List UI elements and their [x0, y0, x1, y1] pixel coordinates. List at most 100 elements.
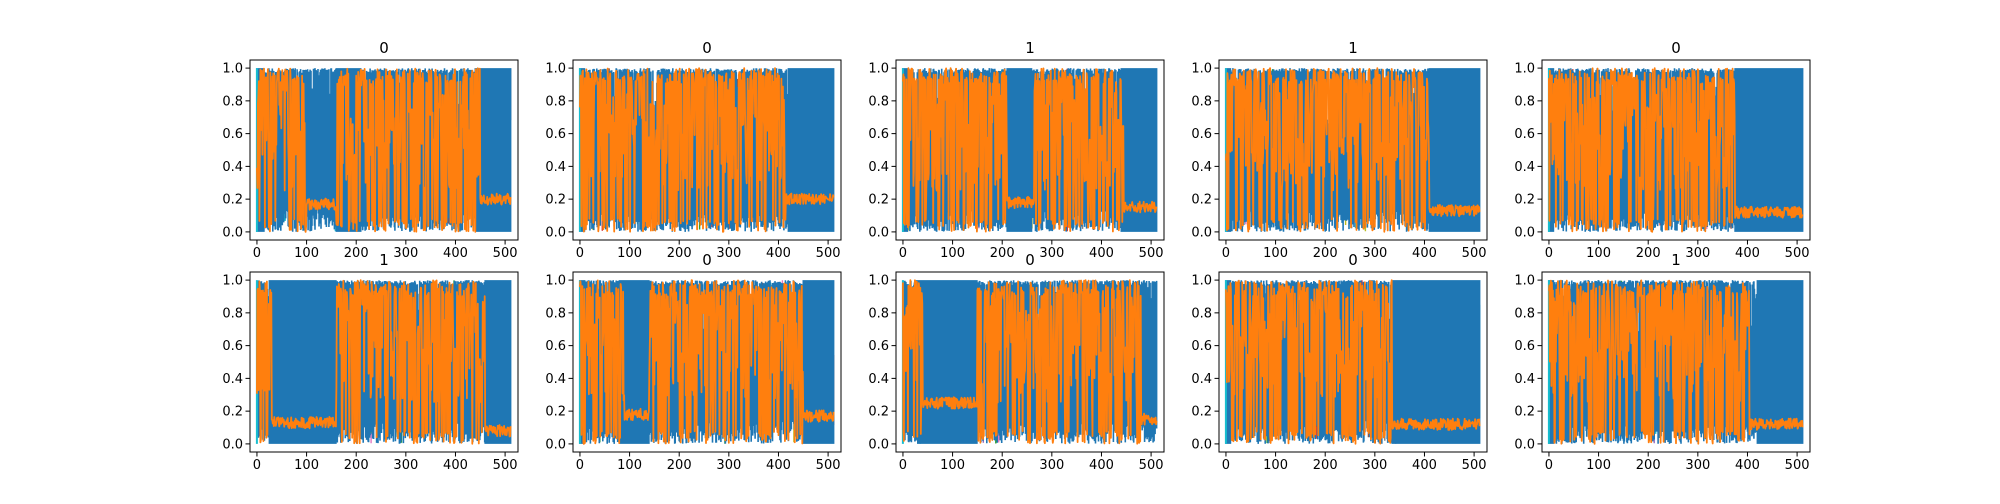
- subplot-5: 0 100 200 300 400 500 0.0 0.2 0.4 0.6 0.8 1.0 0: [1514, 39, 1811, 261]
- subplot-title: 1: [1348, 39, 1358, 57]
- y-tick-label: 0.2: [1191, 405, 1212, 420]
- x-tick-label: 200: [1636, 246, 1661, 261]
- y-tick-label: 0.2: [868, 193, 889, 208]
- series-orange-line: [1225, 67, 1481, 233]
- x-tick-label: 500: [1139, 246, 1164, 261]
- subplot-title: 1: [379, 251, 389, 269]
- axes-frame: [1218, 271, 1488, 453]
- series-orange-line: [902, 67, 1158, 233]
- y-tick-label: 0.8: [868, 94, 889, 109]
- y-tick-label: 0.6: [545, 339, 566, 354]
- y-tick-label: 0.4: [222, 372, 243, 387]
- subplot-title: 0: [1348, 251, 1358, 269]
- series-orange-line: [1548, 67, 1804, 233]
- axes-frame: [1218, 59, 1488, 241]
- x-tick-label: 200: [1313, 246, 1338, 261]
- x-tick-label: 400: [1735, 458, 1760, 473]
- y-tick-label: 0.8: [545, 306, 566, 321]
- x-tick-label: 200: [990, 458, 1015, 473]
- axes-frame: [249, 271, 519, 453]
- x-tick-label: 0: [1222, 458, 1230, 473]
- subplot-9: 0 100 200 300 400 500 0.0 0.2 0.4 0.6 0.8 1.0 0: [1191, 251, 1488, 473]
- subplot-2: 0 100 200 300 400 500 0.0 0.2 0.4 0.6 0.8 1.0 0: [545, 39, 842, 261]
- y-tick-label: 0.2: [1514, 193, 1535, 208]
- plot-area: [1224, 279, 1481, 445]
- y-tick-label: 0.4: [1191, 372, 1212, 387]
- x-tick-label: 100: [940, 458, 965, 473]
- x-tick-label: 0: [253, 458, 261, 473]
- x-tick-label: 100: [1586, 246, 1611, 261]
- plot-area: [1547, 279, 1804, 445]
- y-tick-label: 0.4: [1191, 160, 1212, 175]
- x-tick-label: 0: [899, 246, 907, 261]
- x-tick-label: 200: [667, 458, 692, 473]
- x-tick-label: 100: [1586, 458, 1611, 473]
- subplot-title: 0: [1025, 251, 1035, 269]
- y-tick-label: 0.0: [1191, 225, 1212, 240]
- series-orange-line: [579, 67, 835, 233]
- x-tick-label: 100: [294, 458, 319, 473]
- plot-area: [1224, 67, 1481, 233]
- x-tick-label: 0: [576, 246, 584, 261]
- x-tick-label: 0: [576, 458, 584, 473]
- plot-area: [255, 67, 512, 233]
- x-tick-label: 500: [1785, 458, 1810, 473]
- x-tick-label: 0: [1545, 246, 1553, 261]
- x-tick-label: 400: [766, 458, 791, 473]
- series-orange-line: [579, 279, 835, 445]
- y-tick-label: 0.8: [222, 306, 243, 321]
- y-tick-label: 0.8: [222, 94, 243, 109]
- x-tick-label: 300: [1362, 246, 1387, 261]
- y-tick-label: 0.6: [868, 127, 889, 142]
- subplot-8: 0 100 200 300 400 500 0.0 0.2 0.4 0.6 0.8 1.0 0: [868, 251, 1165, 473]
- y-tick-label: 0.2: [868, 405, 889, 420]
- y-tick-label: 0.4: [868, 372, 889, 387]
- x-tick-label: 300: [1039, 246, 1064, 261]
- series-orange-line: [1548, 279, 1804, 445]
- y-tick-label: 0.8: [868, 306, 889, 321]
- y-tick-label: 0.6: [222, 127, 243, 142]
- subplot-title: 0: [1671, 39, 1681, 57]
- y-tick-label: 1.0: [222, 62, 243, 77]
- x-tick-label: 300: [1685, 458, 1710, 473]
- subplot-title: 0: [702, 251, 712, 269]
- x-tick-label: 400: [1089, 246, 1114, 261]
- x-tick-label: 500: [1462, 246, 1487, 261]
- y-tick-label: 0.0: [222, 437, 243, 452]
- subplot-6: 0 100 200 300 400 500 0.0 0.2 0.4 0.6 0.8 1.0 1: [222, 251, 519, 473]
- x-tick-label: 300: [1685, 246, 1710, 261]
- plot-area: [255, 279, 512, 445]
- x-tick-label: 200: [1313, 458, 1338, 473]
- x-tick-label: 100: [1263, 458, 1288, 473]
- subplot-1: 0 100 200 300 400 500 0.0 0.2 0.4 0.6 0.8 1.0 0: [222, 39, 519, 261]
- subplot-10: 0 100 200 300 400 500 0.0 0.2 0.4 0.6 0.8 1.0 1: [1514, 251, 1811, 473]
- x-tick-label: 500: [1785, 246, 1810, 261]
- series-orange-line: [1225, 279, 1481, 445]
- y-tick-label: 0.6: [1514, 339, 1535, 354]
- plot-area: [578, 279, 835, 445]
- x-tick-label: 0: [899, 458, 907, 473]
- y-tick-label: 1.0: [545, 62, 566, 77]
- y-tick-label: 0.6: [1191, 127, 1212, 142]
- y-tick-label: 0.6: [1191, 339, 1212, 354]
- x-tick-label: 300: [393, 458, 418, 473]
- subplot-title: 1: [1671, 251, 1681, 269]
- x-tick-label: 400: [1412, 246, 1437, 261]
- x-tick-label: 200: [1636, 458, 1661, 473]
- subplot-title: 0: [379, 39, 389, 57]
- x-tick-label: 300: [716, 246, 741, 261]
- series-orange-line: [256, 279, 512, 445]
- x-tick-label: 500: [493, 458, 518, 473]
- y-tick-label: 1.0: [545, 274, 566, 289]
- axes-frame: [572, 271, 842, 453]
- y-tick-label: 0.0: [545, 437, 566, 452]
- y-tick-label: 0.4: [545, 160, 566, 175]
- x-tick-label: 200: [990, 246, 1015, 261]
- y-tick-label: 0.2: [222, 193, 243, 208]
- y-tick-label: 1.0: [868, 62, 889, 77]
- x-tick-label: 100: [294, 246, 319, 261]
- y-tick-label: 0.6: [545, 127, 566, 142]
- y-tick-label: 0.2: [1191, 193, 1212, 208]
- y-tick-label: 1.0: [1514, 274, 1535, 289]
